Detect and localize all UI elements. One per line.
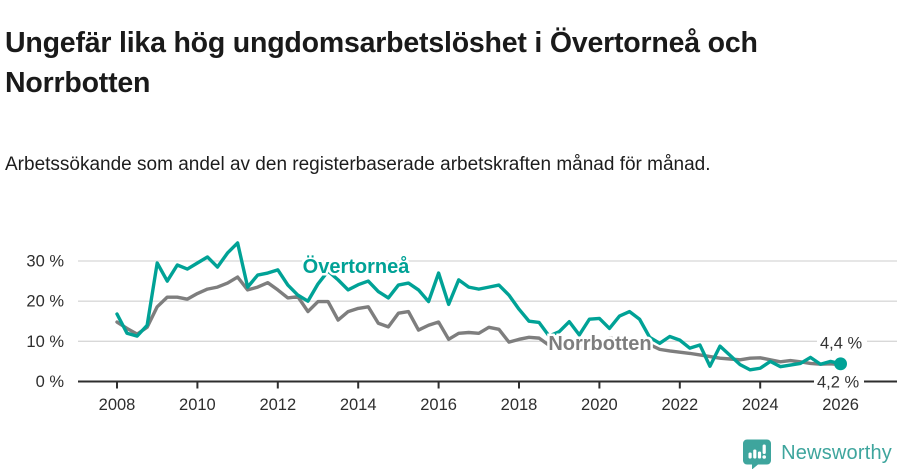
x-tick-label: 2018 (501, 396, 538, 414)
end-value-label-bg (814, 374, 864, 391)
logo-exclamation-dot (762, 455, 767, 459)
series-end-dot (834, 357, 847, 371)
series-label-overtornea: Övertorneå (303, 255, 411, 278)
newsworthy-logo-icon (743, 439, 772, 469)
brand-footer: Newsworthy (742, 438, 892, 469)
chart-subtitle: Arbetssökande som andel av den registerb… (5, 154, 711, 175)
page-title: Ungefär lika hög ungdomsarbetslöshet i Ö… (5, 27, 758, 100)
x-tick-label: 2010 (179, 396, 216, 414)
logo-exclamation-bar (762, 444, 766, 454)
y-tick-label: 20 % (26, 293, 64, 311)
series-line-overtornea (115, 241, 843, 372)
logo-bar-1 (748, 452, 752, 459)
x-tick-label: 2022 (661, 396, 698, 414)
logo-bubble-shape (743, 439, 772, 469)
y-tick-label: 30 % (26, 252, 64, 270)
x-tick-label: 2008 (99, 396, 136, 414)
brand-wordmark: Newsworthy (781, 442, 892, 464)
end-value-label-norrbotten: 4,2 % (817, 374, 860, 392)
series-label-norrbotten: Norrbotten (548, 333, 651, 355)
x-tick-label: 2026 (822, 396, 859, 414)
logo-bar-3 (757, 451, 762, 459)
x-tick-label: 2016 (420, 396, 457, 414)
end-value-label-bg (817, 335, 867, 352)
x-tick-label: 2014 (340, 396, 377, 414)
series-line-norrbotten (115, 275, 843, 367)
unemployment-line-chart: 0 % 10 % 20 % 30 % 2008 2010 2012 2014 2016 2018 2… (26, 241, 897, 414)
y-tick-label: 10 % (26, 333, 64, 351)
logo-bar-2 (753, 449, 757, 459)
y-tick-label: 0 % (36, 373, 65, 391)
end-value-label-overtornea: 4,4 % (820, 335, 863, 353)
x-tick-label: 2020 (581, 396, 618, 414)
x-tick-label: 2012 (259, 396, 296, 414)
x-tick-label: 2024 (742, 396, 779, 414)
